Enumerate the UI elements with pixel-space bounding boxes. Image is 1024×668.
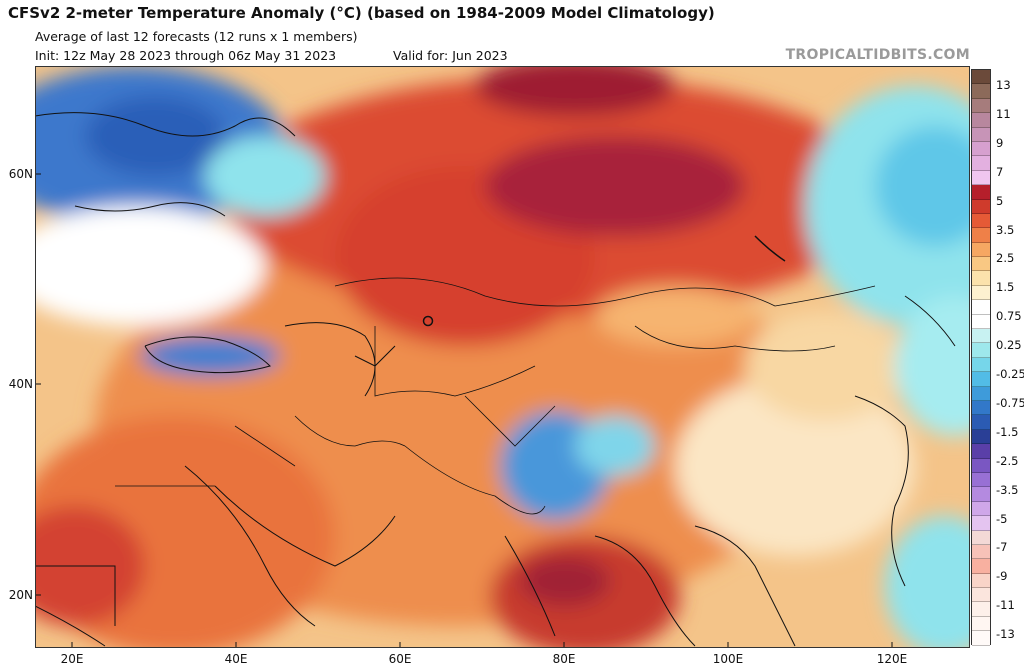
map-frame xyxy=(35,66,970,648)
colorbar-swatch xyxy=(972,544,990,560)
colorbar-label: 1.5 xyxy=(996,280,1015,295)
colorbar-label: -0.25 xyxy=(996,367,1024,381)
colorbar-swatch xyxy=(972,588,990,603)
colorbar xyxy=(971,69,991,646)
colorbar-swatch xyxy=(972,257,990,272)
lat-label-20n: 20N xyxy=(8,588,33,602)
colorbar-swatch xyxy=(972,141,990,157)
colorbar-swatch xyxy=(972,98,990,114)
lon-label-20e: 20E xyxy=(60,652,84,666)
temperature-anomaly-map xyxy=(35,66,970,648)
colorbar-swatch xyxy=(972,429,990,445)
map-canvas xyxy=(35,66,970,648)
lon-label-40e: 40E xyxy=(224,652,248,666)
colorbar-swatch xyxy=(972,530,990,545)
colorbar-label: -5 xyxy=(996,511,1008,526)
colorbar-label: 11 xyxy=(996,106,1011,121)
coastlines xyxy=(35,112,956,647)
colorbar-swatch xyxy=(972,415,990,430)
colorbar-swatch xyxy=(972,444,990,459)
colorbar-label: 13 xyxy=(996,78,1011,92)
colorbar-swatch xyxy=(972,285,990,301)
colorbar-swatch xyxy=(972,602,990,617)
colorbar-label: -9 xyxy=(996,569,1008,584)
colorbar-swatch xyxy=(972,213,990,229)
valid-text: Valid for: Jun 2023 xyxy=(393,48,508,63)
colorbar-label: 0.25 xyxy=(996,338,1022,353)
colorbar-label: 5 xyxy=(996,193,1004,208)
colorbar-swatch xyxy=(972,616,990,632)
colorbar-swatch xyxy=(972,458,990,473)
colorbar-swatch xyxy=(972,199,990,214)
colorbar-swatch xyxy=(972,372,990,387)
init-text: Init: 12z May 28 2023 through 06z May 31… xyxy=(35,48,337,63)
colorbar-swatch xyxy=(972,271,990,286)
colorbar-label: 3.5 xyxy=(996,222,1015,237)
colorbar-swatch xyxy=(972,487,990,502)
colorbar-label: 2.5 xyxy=(996,251,1015,266)
aral-sea-marker xyxy=(422,315,434,327)
map-title: CFSv2 2-meter Temperature Anomaly (°C) (… xyxy=(8,4,715,22)
colorbar-label: -2.5 xyxy=(996,453,1019,468)
colorbar-swatch xyxy=(972,185,990,200)
colorbar-swatch xyxy=(972,127,990,142)
subtitle: Average of last 12 forecasts (12 runs x … xyxy=(35,29,358,44)
colorbar-swatch xyxy=(972,386,990,401)
colorbar-label: -0.75 xyxy=(996,395,1024,410)
colorbar-swatch xyxy=(972,84,990,99)
lon-label-120e: 120E xyxy=(876,652,908,666)
colorbar-swatch xyxy=(972,631,990,646)
country-borders xyxy=(115,277,876,515)
brand-watermark: TROPICALTIDBITS.COM xyxy=(785,47,970,63)
colorbar-swatch xyxy=(972,228,990,243)
colorbar-swatch xyxy=(972,170,990,186)
lat-label-60n: 60N xyxy=(8,167,33,181)
colorbar-swatch xyxy=(972,300,990,315)
anomaly-shading xyxy=(35,66,970,648)
lon-label-100e: 100E xyxy=(712,652,744,666)
colorbar-swatch xyxy=(972,573,990,589)
colorbar-label: 7 xyxy=(996,164,1004,179)
colorbar-label: -1.5 xyxy=(996,424,1019,439)
lon-label-80e: 80E xyxy=(552,652,576,666)
colorbar-swatch xyxy=(972,314,990,330)
colorbar-swatch xyxy=(972,343,990,358)
colorbar-swatch xyxy=(972,472,990,488)
colorbar-swatch xyxy=(972,113,990,128)
colorbar-label: -13 xyxy=(996,627,1015,642)
colorbar-swatch xyxy=(972,156,990,171)
lat-label-40n: 40N xyxy=(8,377,33,391)
lon-label-60e: 60E xyxy=(388,652,412,666)
colorbar-swatch xyxy=(972,242,990,258)
colorbar-swatch xyxy=(972,516,990,531)
colorbar-swatch xyxy=(972,559,990,574)
colorbar-label: 0.75 xyxy=(996,309,1022,324)
colorbar-swatch xyxy=(972,400,990,416)
colorbar-swatch xyxy=(972,357,990,373)
colorbar-label: -7 xyxy=(996,540,1008,555)
colorbar-swatch xyxy=(972,501,990,517)
colorbar-label: -11 xyxy=(996,598,1015,613)
colorbar-label: -3.5 xyxy=(996,482,1019,497)
colorbar-swatch xyxy=(972,70,990,85)
colorbar-swatch xyxy=(972,329,990,344)
colorbar-label: 9 xyxy=(996,135,1004,150)
